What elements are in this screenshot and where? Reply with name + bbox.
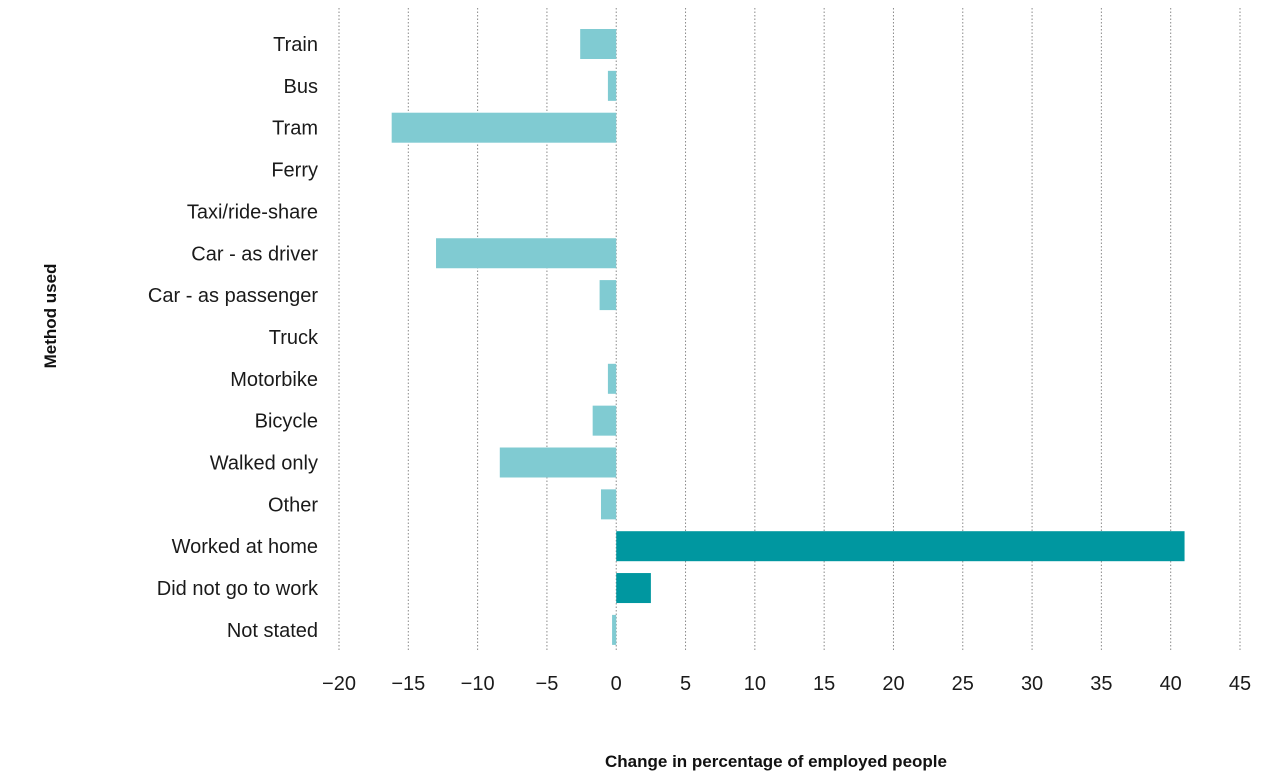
category-label: Not stated xyxy=(227,620,318,642)
bar xyxy=(499,447,617,478)
category-label: Train xyxy=(273,34,318,56)
bar xyxy=(607,70,617,101)
bar xyxy=(436,238,617,269)
x-axis-title: Change in percentage of employed people xyxy=(605,752,947,771)
bar xyxy=(616,531,1185,562)
category-label: Worked at home xyxy=(172,536,318,558)
category-label: Car - as passenger xyxy=(148,285,318,307)
y-axis-title: Method used xyxy=(41,264,60,369)
bars xyxy=(391,29,1185,645)
x-tick-label: 25 xyxy=(952,673,974,695)
category-label: Tram xyxy=(272,118,318,140)
bar xyxy=(580,29,617,59)
x-tick-label: 5 xyxy=(680,673,691,695)
category-label: Bus xyxy=(284,76,318,98)
category-label: Motorbike xyxy=(230,369,318,391)
x-tick-label: 10 xyxy=(744,673,766,695)
x-tick-label: 40 xyxy=(1160,673,1182,695)
x-tick-label: −15 xyxy=(391,673,425,695)
category-label: Truck xyxy=(269,327,319,349)
bar xyxy=(607,363,617,394)
x-tick-label: 45 xyxy=(1229,673,1251,695)
bar xyxy=(616,573,651,604)
bar xyxy=(599,280,617,311)
category-label: Did not go to work xyxy=(157,578,319,600)
category-label: Bicycle xyxy=(255,411,318,433)
x-tick-label: −10 xyxy=(461,673,495,695)
x-tick-labels: −20 −15 −10 −5 0 5 10 15 20 25 30 35 40 45 xyxy=(322,673,1251,695)
bar xyxy=(600,489,617,520)
x-tick-label: −5 xyxy=(536,673,559,695)
category-labels: Train Bus Tram Ferry Taxi/ride-share Car - as… xyxy=(148,34,319,642)
x-tick-label: 0 xyxy=(611,673,622,695)
category-label: Ferry xyxy=(271,160,318,182)
bar xyxy=(391,112,617,143)
x-tick-label: 30 xyxy=(1021,673,1043,695)
x-tick-label: 35 xyxy=(1090,673,1112,695)
category-label: Walked only xyxy=(210,453,318,475)
bar xyxy=(592,405,617,436)
category-label: Taxi/ride-share xyxy=(187,201,318,223)
bar xyxy=(612,614,617,645)
x-tick-label: 15 xyxy=(813,673,835,695)
x-tick-label: 20 xyxy=(882,673,904,695)
x-tick-label: −20 xyxy=(322,673,356,695)
category-label: Other xyxy=(268,494,318,516)
category-label: Car - as driver xyxy=(191,243,318,265)
